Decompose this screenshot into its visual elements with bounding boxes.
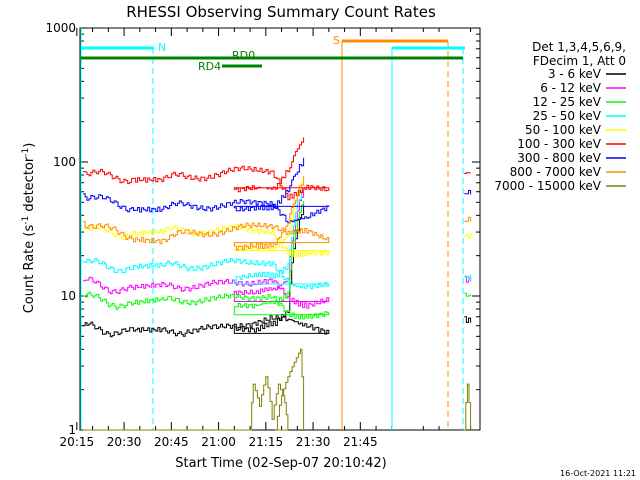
legend-entry-label: 6 - 12 keV	[540, 81, 602, 95]
y-label-part1: Count Rate (s	[22, 225, 37, 314]
series-line	[83, 157, 330, 224]
series-line	[83, 201, 330, 320]
legend-header: FDecim 1, Att 0	[533, 54, 626, 68]
legend-header: Det 1,3,4,5,6,9,	[532, 40, 626, 54]
series-line	[464, 383, 472, 431]
series-800-7000keV	[83, 176, 472, 251]
y-axis-label: Count Rate (s-1 detector-1)	[21, 143, 37, 314]
series-line	[464, 274, 472, 281]
x-tick-label: 21:15	[249, 435, 284, 449]
legend: Det 1,3,4,5,6,9,FDecim 1, Att 03 - 6 keV…	[494, 40, 626, 193]
series-line	[464, 292, 472, 297]
legend-entry-label: 300 - 800 keV	[517, 151, 601, 165]
x-tick-label: 20:45	[154, 435, 189, 449]
series-25-50keV	[83, 188, 472, 290]
series-12-25keV	[83, 201, 472, 320]
series-line	[83, 203, 330, 338]
rd0-label: RD0	[232, 49, 255, 62]
plot-axes: 1 10 100 1000 20:15 20:30 20:45 21:00 21:15 21:30…	[45, 21, 481, 449]
legend-entry-label: 800 - 7000 keV	[510, 165, 602, 179]
series-line	[83, 189, 330, 309]
legend-entry-label: 100 - 300 keV	[517, 137, 601, 151]
y-tick-label: 1	[68, 423, 76, 437]
x-tick-label: 21:30	[296, 435, 331, 449]
series-6-12keV	[83, 189, 472, 309]
y-label-part3: )	[22, 143, 37, 148]
x-tick-label: 21:45	[343, 435, 378, 449]
series-line	[464, 233, 472, 239]
saa-label: S	[333, 34, 340, 47]
series-50-100keV	[83, 180, 472, 258]
legend-entry-label: 12 - 25 keV	[533, 95, 602, 109]
series-line	[83, 348, 305, 431]
series-line	[464, 190, 472, 195]
y-label-sup2: -1	[21, 148, 31, 157]
annotation-layer: N S RD0 RD4	[80, 28, 465, 430]
legend-entry-label: 50 - 100 keV	[525, 123, 602, 137]
plot-frame	[79, 27, 481, 431]
series-3-6keV	[83, 203, 472, 338]
x-tick-label: 20:15	[60, 435, 95, 449]
y-label-part2: detector	[22, 156, 37, 216]
x-tick-label: 20:30	[107, 435, 142, 449]
series-layer	[83, 137, 472, 431]
series-line	[464, 172, 472, 174]
series-300-800keV	[83, 157, 472, 224]
x-axis-label: Start Time (02-Sep-07 20:10:42)	[175, 456, 386, 471]
legend-entry-label: 3 - 6 keV	[548, 67, 602, 81]
y-label-sup1: -1	[21, 216, 31, 225]
legend-entry-label: 25 - 50 keV	[533, 109, 602, 123]
rd4-label: RD4	[198, 60, 221, 73]
y-tick-label: 1000	[45, 21, 76, 35]
chart-title: RHESSI Observing Summary Count Rates	[126, 3, 436, 21]
series-7000-15000keV	[83, 348, 472, 431]
series-100-300keV	[83, 137, 472, 201]
series-line	[83, 176, 330, 251]
y-tick-label: 10	[61, 289, 76, 303]
series-line	[83, 188, 330, 290]
x-tick-label: 21:00	[201, 435, 236, 449]
series-line	[464, 216, 472, 222]
y-tick-label: 100	[53, 155, 76, 169]
series-line	[464, 316, 472, 323]
legend-entry-label: 7000 - 15000 keV	[494, 179, 601, 193]
series-line	[83, 137, 330, 201]
night-label: N	[158, 41, 166, 54]
timestamp: 16-Oct-2021 11:21	[560, 469, 636, 478]
